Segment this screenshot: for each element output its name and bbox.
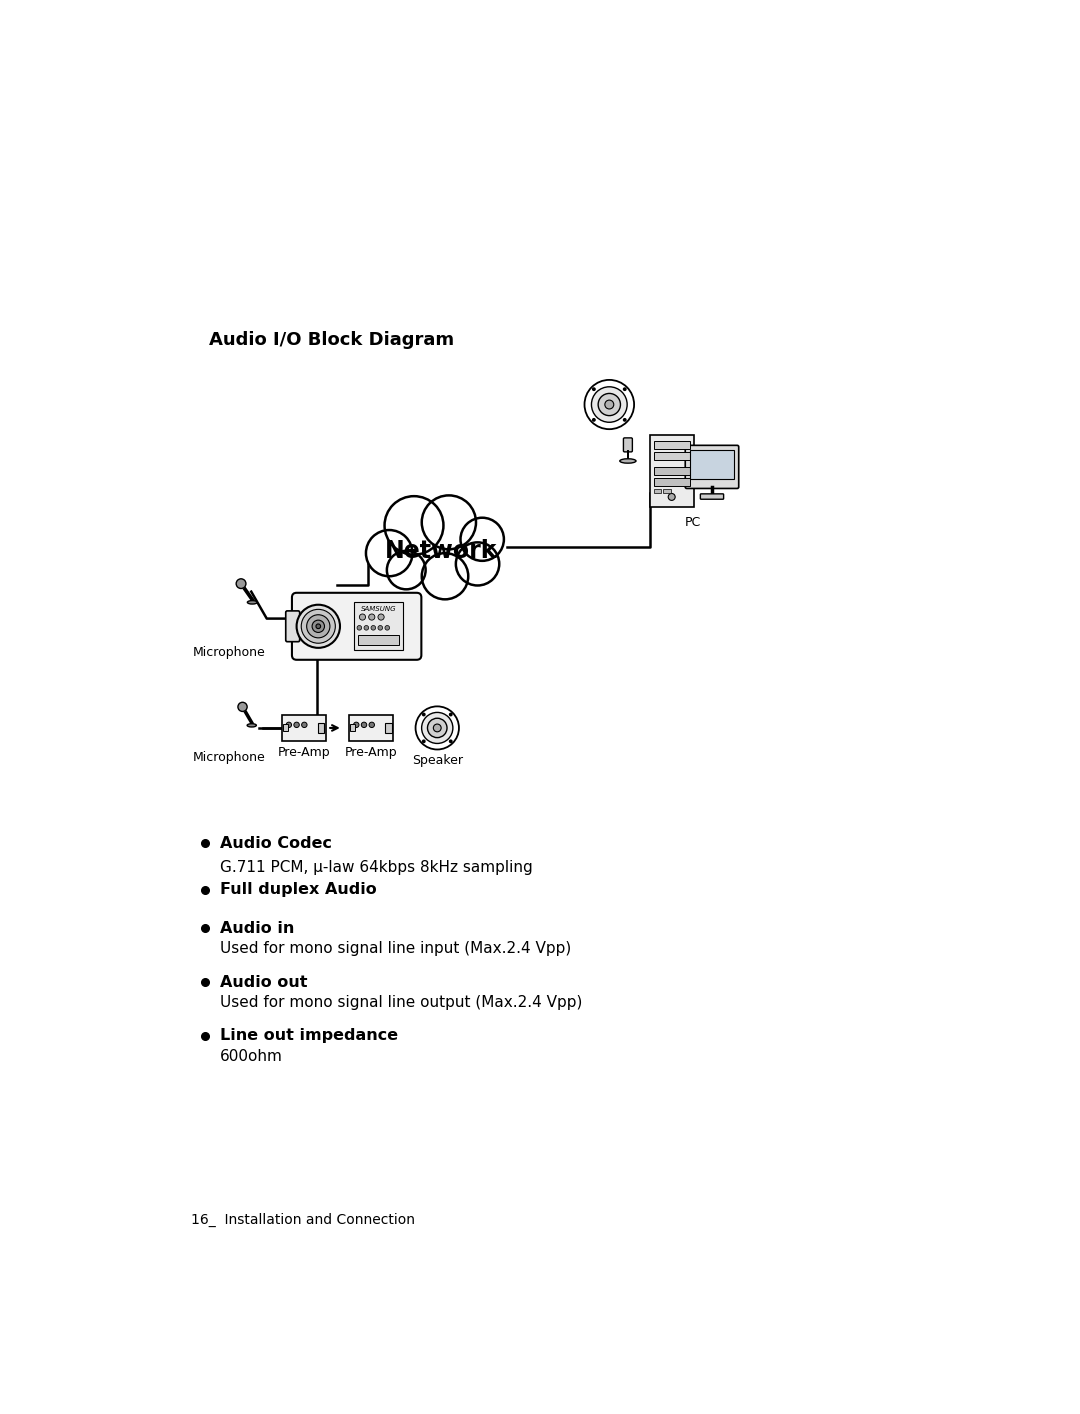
Text: Microphone: Microphone (193, 646, 266, 659)
Circle shape (460, 518, 504, 561)
Ellipse shape (620, 458, 636, 464)
Circle shape (598, 393, 620, 416)
Circle shape (421, 713, 453, 744)
FancyBboxPatch shape (359, 635, 400, 645)
Circle shape (422, 495, 476, 549)
Circle shape (307, 615, 329, 638)
FancyBboxPatch shape (663, 489, 671, 493)
Ellipse shape (247, 724, 256, 727)
Circle shape (422, 740, 426, 744)
FancyBboxPatch shape (318, 723, 324, 732)
FancyBboxPatch shape (653, 467, 689, 475)
Text: Used for mono signal line output (Max.2.4 Vpp): Used for mono signal line output (Max.2.… (220, 995, 582, 1011)
Circle shape (592, 419, 596, 421)
FancyBboxPatch shape (623, 438, 633, 452)
FancyBboxPatch shape (350, 724, 355, 731)
Circle shape (605, 400, 613, 409)
Circle shape (623, 419, 626, 421)
Circle shape (362, 723, 367, 728)
Circle shape (449, 740, 453, 744)
Circle shape (294, 723, 299, 728)
Circle shape (301, 609, 335, 643)
FancyBboxPatch shape (649, 434, 693, 508)
FancyBboxPatch shape (282, 715, 326, 741)
Circle shape (422, 713, 426, 717)
Text: Pre-Amp: Pre-Amp (346, 747, 397, 759)
Circle shape (456, 543, 499, 585)
FancyBboxPatch shape (354, 602, 403, 650)
Circle shape (286, 723, 292, 728)
FancyBboxPatch shape (653, 478, 689, 486)
Circle shape (584, 380, 634, 430)
Circle shape (368, 614, 375, 621)
Circle shape (360, 614, 365, 621)
Circle shape (669, 493, 675, 501)
FancyBboxPatch shape (292, 592, 421, 660)
Text: PC: PC (685, 516, 701, 529)
Circle shape (357, 625, 362, 631)
Circle shape (449, 713, 453, 717)
Text: Line out impedance: Line out impedance (220, 1028, 399, 1044)
Text: Microphone: Microphone (193, 751, 266, 764)
Circle shape (378, 625, 382, 631)
Circle shape (237, 578, 246, 588)
Text: Speaker: Speaker (411, 754, 462, 768)
Circle shape (238, 703, 247, 711)
Text: Audio Codec: Audio Codec (220, 836, 333, 851)
FancyBboxPatch shape (685, 445, 739, 488)
Circle shape (592, 387, 596, 392)
Circle shape (353, 723, 359, 728)
Circle shape (592, 387, 627, 423)
Circle shape (316, 624, 321, 629)
Circle shape (366, 530, 413, 577)
FancyBboxPatch shape (653, 441, 689, 448)
Circle shape (428, 718, 447, 738)
Circle shape (384, 496, 444, 554)
Ellipse shape (247, 601, 257, 604)
Circle shape (312, 621, 324, 632)
Text: 16_  Installation and Connection: 16_ Installation and Connection (191, 1213, 415, 1227)
Circle shape (384, 625, 390, 631)
Circle shape (372, 625, 376, 631)
Text: Audio out: Audio out (220, 974, 308, 990)
Text: Audio in: Audio in (220, 921, 295, 936)
Circle shape (301, 723, 307, 728)
Text: Used for mono signal line input (Max.2.4 Vpp): Used for mono signal line input (Max.2.4… (220, 942, 571, 956)
Text: Pre-Amp: Pre-Amp (278, 747, 330, 759)
FancyBboxPatch shape (283, 724, 287, 731)
FancyBboxPatch shape (653, 452, 689, 460)
Circle shape (422, 553, 469, 600)
Text: G.711 PCM, μ-law 64kbps 8kHz sampling: G.711 PCM, μ-law 64kbps 8kHz sampling (220, 860, 534, 875)
FancyBboxPatch shape (386, 723, 392, 732)
Circle shape (297, 605, 340, 648)
FancyBboxPatch shape (286, 611, 299, 642)
Text: 600ohm: 600ohm (220, 1049, 283, 1065)
Circle shape (387, 551, 426, 590)
Circle shape (364, 625, 368, 631)
FancyBboxPatch shape (654, 489, 661, 493)
Circle shape (623, 387, 626, 392)
Circle shape (416, 707, 459, 749)
Text: SAMSUNG: SAMSUNG (361, 605, 396, 612)
Text: Network: Network (384, 539, 498, 563)
FancyBboxPatch shape (690, 450, 734, 479)
Circle shape (369, 723, 375, 728)
FancyBboxPatch shape (349, 715, 393, 741)
FancyBboxPatch shape (700, 493, 724, 499)
Circle shape (433, 724, 441, 732)
Text: Full duplex Audio: Full duplex Audio (220, 882, 377, 896)
Text: Audio I/O Block Diagram: Audio I/O Block Diagram (208, 331, 454, 349)
Circle shape (378, 614, 384, 621)
